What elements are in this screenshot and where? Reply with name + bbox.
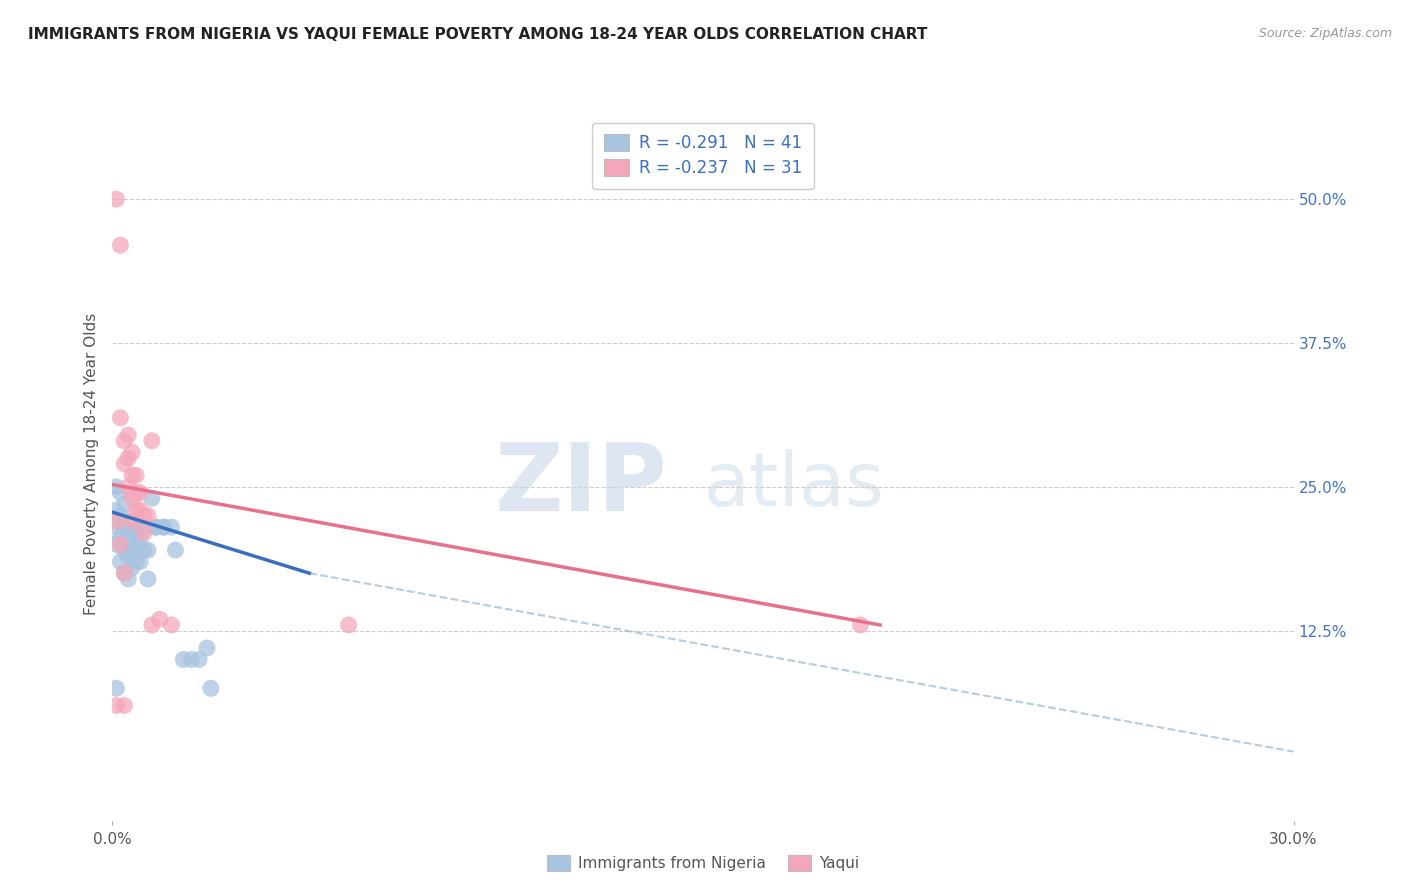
Point	[121, 445, 143, 459]
Point	[195, 640, 218, 655]
Point	[129, 532, 152, 546]
Point	[105, 520, 128, 534]
Point	[112, 543, 135, 558]
Point	[117, 480, 139, 494]
Point	[125, 537, 148, 551]
Point	[112, 566, 135, 581]
Point	[132, 525, 155, 540]
Point	[112, 434, 135, 448]
Point	[121, 560, 143, 574]
Point	[149, 612, 172, 626]
Y-axis label: Female Poverty Among 18-24 Year Olds: Female Poverty Among 18-24 Year Olds	[83, 313, 98, 615]
Text: atlas: atlas	[703, 449, 884, 522]
Point	[105, 698, 128, 713]
Point	[110, 410, 132, 425]
Point	[136, 572, 159, 586]
Point	[112, 566, 135, 581]
Point	[145, 520, 167, 534]
Point	[125, 468, 148, 483]
Point	[172, 652, 194, 666]
Point	[121, 491, 143, 506]
Point	[141, 491, 163, 506]
Point	[132, 520, 155, 534]
Point	[136, 543, 159, 558]
Point	[125, 503, 148, 517]
Point	[110, 555, 132, 569]
Point	[125, 520, 148, 534]
Point	[129, 555, 152, 569]
Point	[337, 618, 360, 632]
Point	[105, 503, 128, 517]
Point	[200, 681, 222, 696]
Point	[160, 520, 183, 534]
Point	[188, 652, 211, 666]
Point	[129, 485, 152, 500]
Point	[849, 618, 872, 632]
Point	[152, 520, 174, 534]
Point	[105, 515, 128, 529]
Point	[117, 572, 139, 586]
Point	[117, 549, 139, 563]
Point	[121, 468, 143, 483]
Point	[105, 480, 128, 494]
Point	[141, 434, 163, 448]
Point	[110, 532, 132, 546]
Point	[132, 543, 155, 558]
Point	[110, 537, 132, 551]
Point	[180, 652, 202, 666]
Point	[145, 520, 167, 534]
Legend: Immigrants from Nigeria, Yaqui: Immigrants from Nigeria, Yaqui	[541, 849, 865, 877]
Point	[110, 485, 132, 500]
Point	[112, 698, 135, 713]
Point	[112, 497, 135, 511]
Point	[165, 543, 187, 558]
Text: IMMIGRANTS FROM NIGERIA VS YAQUI FEMALE POVERTY AMONG 18-24 YEAR OLDS CORRELATIO: IMMIGRANTS FROM NIGERIA VS YAQUI FEMALE …	[28, 27, 928, 42]
Point	[117, 428, 139, 442]
Point	[132, 508, 155, 523]
Point	[112, 520, 135, 534]
Point	[110, 238, 132, 252]
Point	[136, 508, 159, 523]
Text: Source: ZipAtlas.com: Source: ZipAtlas.com	[1258, 27, 1392, 40]
Point	[117, 532, 139, 546]
Point	[141, 618, 163, 632]
Text: ZIP: ZIP	[495, 439, 668, 532]
Point	[105, 681, 128, 696]
Point	[129, 503, 152, 517]
Point	[121, 525, 143, 540]
Point	[112, 457, 135, 471]
Point	[117, 515, 139, 529]
Point	[110, 508, 132, 523]
Point	[105, 192, 128, 206]
Point	[152, 520, 174, 534]
Point	[117, 451, 139, 466]
Point	[160, 618, 183, 632]
Point	[125, 555, 148, 569]
Point	[125, 485, 148, 500]
Point	[121, 543, 143, 558]
Point	[105, 537, 128, 551]
Point	[121, 515, 143, 529]
